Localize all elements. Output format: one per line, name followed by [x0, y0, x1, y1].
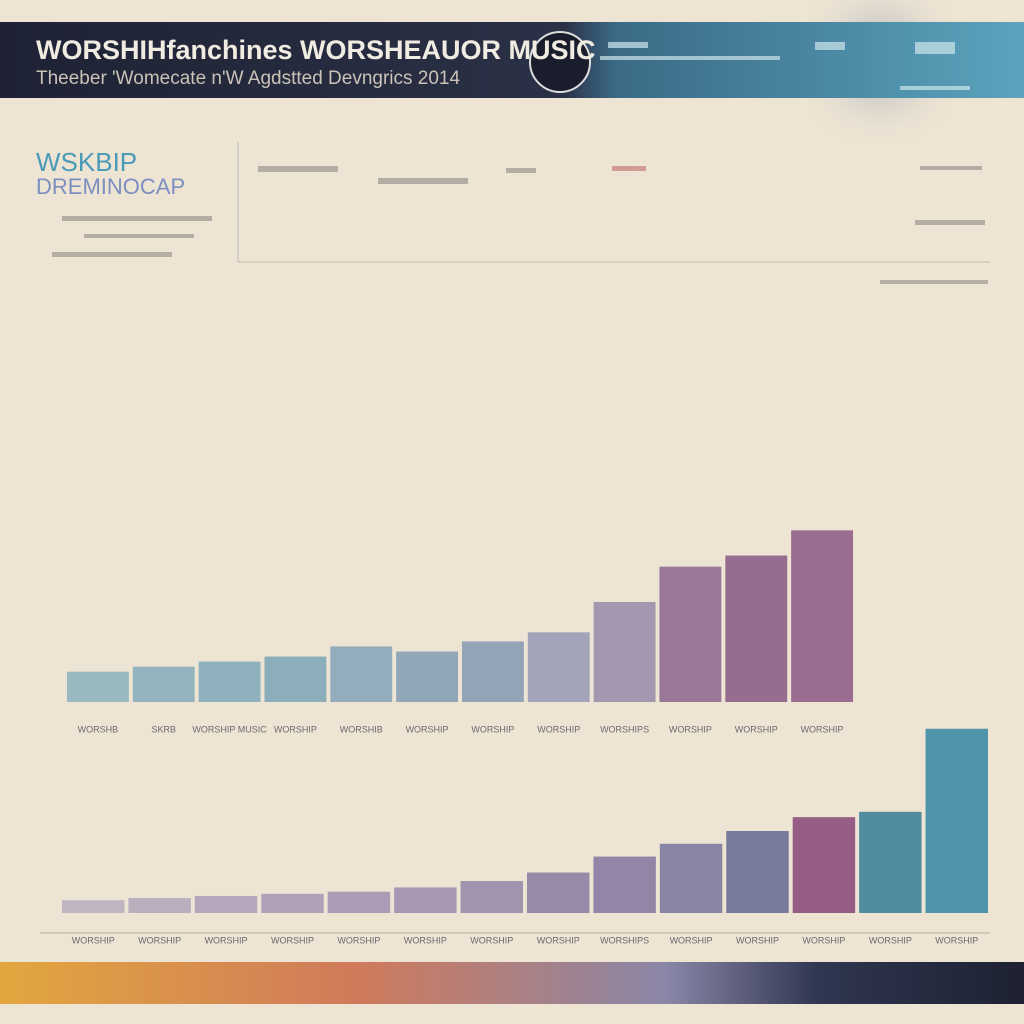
- x-tick-label: WORSHIP: [337, 935, 380, 945]
- header-subtitle: Theeber 'Womecate n'W Agdstted Devngrics…: [36, 68, 461, 89]
- panel-subtitle: DREMINOCAP: [36, 174, 185, 199]
- panel-title: WSKBIP: [36, 147, 137, 177]
- footer-band: [0, 962, 1024, 1004]
- bar: [327, 891, 391, 913]
- x-tick-label: WORSHIP: [471, 724, 514, 734]
- x-tick-label: WORSHIP: [935, 935, 978, 945]
- x-tick-label: WORSHIP: [669, 724, 712, 734]
- x-tick-label: WORSHIP: [801, 724, 844, 734]
- bar: [61, 900, 125, 913]
- x-tick-label: WORSHIP: [138, 935, 181, 945]
- x-tick-label: WORSHIP: [406, 724, 449, 734]
- x-tick-label: WORSHIPS: [600, 935, 649, 945]
- x-tick-label: WORSHIP: [537, 724, 580, 734]
- bar: [66, 671, 129, 702]
- x-tick-label: WORSHIP: [404, 935, 447, 945]
- bar: [396, 651, 459, 702]
- bar: [132, 666, 195, 702]
- bar: [394, 887, 457, 913]
- bar: [526, 872, 590, 913]
- bar: [264, 656, 327, 702]
- x-tick-label: WORSHIB: [340, 724, 383, 734]
- header-logo: [529, 31, 591, 93]
- small-text-decor: [52, 166, 988, 284]
- x-tick-label: WORSHIP: [470, 935, 513, 945]
- bar: [593, 602, 656, 702]
- x-tick-label: WORSHIP: [72, 935, 115, 945]
- bar: [792, 817, 856, 913]
- bar: [859, 811, 922, 913]
- x-tick-label: WORSHIP: [869, 935, 912, 945]
- x-tick-label: SKRB: [151, 724, 176, 734]
- x-tick-label: WORSHIP: [537, 935, 580, 945]
- bar: [461, 641, 524, 702]
- bar: [261, 893, 324, 913]
- bar: [330, 646, 393, 702]
- header-decor: [600, 42, 970, 90]
- bar: [925, 728, 989, 913]
- x-tick-label: WORSHIP MUSIC: [192, 724, 267, 734]
- bar: [198, 661, 261, 702]
- x-tick-label: WORSHIP: [205, 935, 248, 945]
- bar: [791, 530, 854, 702]
- header-band: [0, 22, 1024, 98]
- x-tick-label: WORSHIPS: [600, 724, 649, 734]
- x-tick-label: WORSHIP: [274, 724, 317, 734]
- x-tick-label: WORSHIP: [670, 935, 713, 945]
- bar: [460, 881, 524, 913]
- bar: [726, 830, 789, 913]
- bar: [659, 843, 723, 913]
- x-tick-label: WORSHIP: [802, 935, 845, 945]
- bar: [527, 632, 590, 702]
- bar: [194, 895, 258, 913]
- header-title: WORSHIHfanchines WORSHEAUOR MUSIC: [36, 35, 596, 65]
- x-tick-label: WORSHIP: [271, 935, 314, 945]
- bar: [128, 898, 191, 913]
- bar: [725, 555, 788, 702]
- x-tick-label: WORSHB: [78, 724, 119, 734]
- bar: [659, 566, 722, 702]
- bar: [593, 856, 656, 913]
- x-tick-label: WORSHIP: [736, 935, 779, 945]
- x-tick-label: WORSHIP: [735, 724, 778, 734]
